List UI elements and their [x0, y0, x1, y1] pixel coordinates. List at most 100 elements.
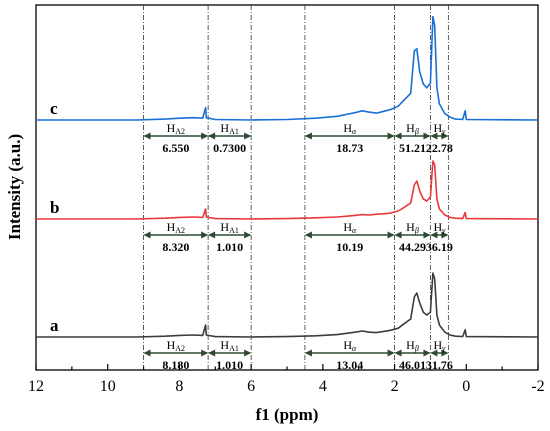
arrow-head-right	[201, 349, 209, 357]
region-label-h: H	[433, 121, 442, 135]
region-value: 18.73	[336, 141, 363, 155]
region-label: Hγ	[433, 338, 446, 353]
arrow-head-left	[394, 231, 402, 239]
region-a-2: Hα 13.04	[304, 338, 395, 372]
region-value: 13.04	[336, 358, 363, 372]
arrow-head-right	[423, 231, 431, 239]
arrow-head-left	[304, 349, 312, 357]
arrow-head-right	[244, 132, 252, 140]
trace-label-a: a	[50, 316, 59, 335]
region-value: 46.01	[399, 358, 426, 372]
region-label: Hβ	[406, 220, 419, 235]
region-label-h: H	[406, 121, 415, 135]
arrow-head-right	[201, 132, 209, 140]
region-label-h: H	[343, 121, 352, 135]
region-label-sub: A1	[229, 127, 239, 136]
region-label: HA1	[220, 338, 238, 353]
region-value: 6.550	[162, 141, 189, 155]
region-c-0: HA2 6.550	[143, 121, 209, 155]
x-tick-label-7: -2	[531, 378, 544, 395]
region-label-sub: β	[414, 127, 419, 136]
region-label: HA2	[167, 121, 185, 136]
arrow-head-right	[387, 132, 395, 140]
region-b-4: Hγ 36.19	[426, 220, 453, 254]
region-label-sub: A2	[175, 226, 185, 235]
region-label: Hγ	[433, 220, 446, 235]
region-value: 0.7300	[213, 141, 246, 155]
region-a-1: HA1 1.010	[208, 338, 252, 372]
arrow-head-left	[394, 349, 402, 357]
region-label: HA1	[220, 220, 238, 235]
region-label-sub: α	[352, 226, 357, 235]
integration-regions: HA28.180HA11.010Hα13.04Hβ46.01Hγ31.76HA2…	[143, 121, 453, 372]
region-label-h: H	[406, 220, 415, 234]
arrow-head-left	[304, 132, 312, 140]
region-label: Hβ	[406, 121, 419, 136]
arrow-head-left	[208, 349, 216, 357]
arrow-head-right	[244, 231, 252, 239]
region-value: 10.19	[336, 240, 363, 254]
arrow-head-left	[394, 132, 402, 140]
arrow-head-left	[430, 349, 438, 357]
region-label: HA2	[167, 220, 185, 235]
region-label-h: H	[220, 121, 229, 135]
region-label: Hβ	[406, 338, 419, 353]
trace-label-b: b	[50, 198, 59, 217]
arrow-head-right	[387, 231, 395, 239]
region-b-0: HA2 8.320	[143, 220, 209, 254]
arrow-head-left	[208, 132, 216, 140]
arrow-head-left	[208, 231, 216, 239]
arrow-head-right	[423, 349, 431, 357]
region-label-sub: γ	[442, 344, 446, 353]
x-axis-title: f1 (ppm)	[256, 405, 319, 424]
arrow-head-left	[430, 132, 438, 140]
region-label: HA1	[220, 121, 238, 136]
arrow-head-right	[441, 231, 449, 239]
x-tick-label-1: 10	[100, 378, 116, 395]
region-a-4: Hγ 31.76	[426, 338, 453, 372]
region-label: Hα	[343, 338, 357, 353]
region-label-h: H	[406, 338, 415, 352]
region-b-3: Hβ 44.29	[394, 220, 431, 254]
region-label-h: H	[220, 220, 229, 234]
region-value: 44.29	[399, 240, 426, 254]
region-label-h: H	[167, 121, 176, 135]
x-tick-label-6: 0	[462, 378, 470, 395]
region-label-h: H	[167, 220, 176, 234]
arrow-head-right	[387, 349, 395, 357]
trace-a	[36, 272, 539, 338]
region-label-sub: A1	[229, 226, 239, 235]
region-label: Hγ	[433, 121, 446, 136]
x-tick-label-2: 8	[175, 378, 183, 395]
region-value: 8.320	[162, 240, 189, 254]
region-label-sub: γ	[442, 226, 446, 235]
arrow-head-right	[441, 349, 449, 357]
region-value: 8.180	[162, 358, 189, 372]
x-tick-label-3: 6	[247, 378, 255, 395]
region-label: HA2	[167, 338, 185, 353]
region-c-3: Hβ 51.21	[394, 121, 431, 155]
arrow-head-right	[244, 349, 252, 357]
region-a-0: HA2 8.180	[143, 338, 209, 372]
region-b-2: Hα 10.19	[304, 220, 395, 254]
trace-label-c: c	[50, 99, 58, 118]
region-value: 36.19	[426, 240, 453, 254]
y-axis-title: Intensity (a.u.)	[5, 134, 24, 240]
region-value: 51.21	[399, 141, 426, 155]
x-axis: 12 10 8 6 4 2 0 -2	[28, 364, 545, 395]
region-label-h: H	[220, 338, 229, 352]
spectra-traces: a b c	[36, 15, 539, 338]
x-tick-label-4: 4	[319, 378, 327, 395]
region-label-sub: γ	[442, 127, 446, 136]
arrow-head-left	[143, 132, 151, 140]
region-label-sub: A2	[175, 127, 185, 136]
arrow-head-left	[143, 231, 151, 239]
region-value: 1.010	[216, 240, 243, 254]
region-label: Hα	[343, 220, 357, 235]
arrow-head-right	[441, 132, 449, 140]
region-a-3: Hβ 46.01	[394, 338, 431, 372]
plot-frame	[35, 4, 539, 371]
region-label-sub: β	[414, 226, 419, 235]
trace-b	[36, 160, 539, 220]
region-boundaries	[143, 5, 449, 370]
